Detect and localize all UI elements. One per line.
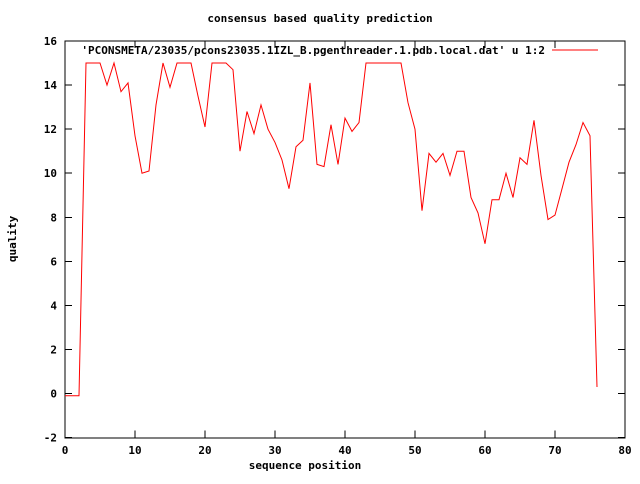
x-tick-label: 50 [408, 444, 421, 457]
x-tick-label: 0 [62, 444, 69, 457]
y-tick-label: 4 [50, 299, 57, 312]
legend: 'PCONSMETA/23035/pcons23035.1IZL_B.pgent… [81, 44, 598, 57]
y-tick-label: 14 [44, 79, 58, 92]
y-tick-label: 8 [50, 211, 57, 224]
y-tick-label: -2 [44, 432, 57, 445]
x-tick-label: 10 [128, 444, 141, 457]
x-tick-label: 80 [618, 444, 631, 457]
legend-series-label: 'PCONSMETA/23035/pcons23035.1IZL_B.pgent… [81, 44, 545, 57]
y-tick-label: 2 [50, 344, 57, 357]
y-tick-label: 6 [50, 255, 57, 268]
y-axis-label: quality [6, 215, 19, 262]
y-tick-label: 16 [44, 35, 58, 48]
x-tick-label: 20 [198, 444, 211, 457]
x-tick-label: 40 [338, 444, 351, 457]
chart-title: consensus based quality prediction [207, 12, 432, 25]
y-tick-label: 10 [44, 167, 57, 180]
plot-border [64, 40, 626, 439]
data-line [65, 61, 598, 397]
x-axis-label: sequence position [249, 459, 362, 472]
x-tick-label: 70 [548, 444, 561, 457]
x-tick-label: 30 [268, 444, 281, 457]
y-tick-label: 0 [50, 388, 57, 401]
data-series [65, 61, 598, 397]
axis-ticks [64, 40, 626, 439]
y-tick-label: 12 [44, 123, 57, 136]
x-tick-label: 60 [478, 444, 491, 457]
axis-tick-labels: 0 10 20 30 40 50 60 70 80 -2 0 2 4 6 8 10 12 14 16 [44, 35, 632, 457]
